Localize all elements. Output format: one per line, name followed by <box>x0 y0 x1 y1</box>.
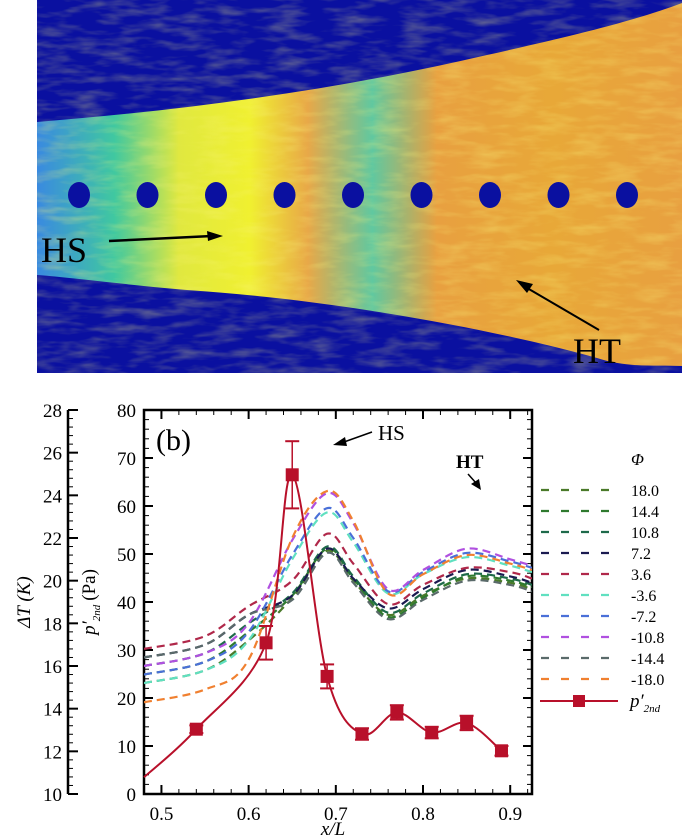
annotation-ht: HT <box>456 452 484 473</box>
legend-label: -18.0 <box>631 672 664 689</box>
pressure-tick-label: 30 <box>117 641 136 662</box>
pressure-point <box>285 468 299 482</box>
legend-label: -10.8 <box>631 630 664 647</box>
annotation-hs-arrowhead-icon <box>333 437 347 446</box>
delta-t-tick-label: 20 <box>43 572 62 593</box>
pressure-tick-label: 70 <box>117 449 136 470</box>
pressure-point <box>189 722 203 736</box>
delta-t-tick-label: 28 <box>43 401 62 422</box>
delta-t-line-14.4 <box>144 547 532 676</box>
legend-label-pressure: p′2nd <box>628 691 661 715</box>
delta-t-tick-label: 24 <box>43 486 63 507</box>
delta-t-tick-label: 10 <box>43 785 62 806</box>
injection-hole <box>205 182 227 208</box>
x-tick-label: 0.9 <box>498 804 522 825</box>
pressure-point <box>320 669 334 683</box>
pressure-tick-label: 60 <box>117 497 136 518</box>
flame-texture <box>37 3 682 366</box>
injection-hole <box>273 182 296 208</box>
x-tick-label: 0.5 <box>150 804 174 825</box>
x-axis: 0.5 0.6 0.7 0.8 0.9 <box>143 410 529 825</box>
delta-t-line--14.4 <box>144 551 532 659</box>
annotation-ht-arrow <box>467 473 477 484</box>
legend-label: -14.4 <box>631 651 664 668</box>
temperature-contour-panel: HS HT <box>37 0 682 373</box>
pressure-axis-label: p′2nd (Pa) <box>79 569 103 637</box>
pressure-tick-label: 20 <box>117 689 136 710</box>
pressure-axis-label-sub: 2nd <box>91 604 103 621</box>
delta-t-line-18.0 <box>144 549 532 685</box>
pressure-tick-label: 0 <box>127 785 137 806</box>
pressure-axis: 0 10 20 30 40 50 60 70 80 <box>117 401 532 806</box>
pressure-temperature-chart: 10 12 14 16 18 20 22 24 26 28 ΔT (K) 0 10 20 30 40 50 6… <box>14 401 664 839</box>
panel-label: (b) <box>156 424 191 457</box>
legend-label: 14.4 <box>631 504 659 521</box>
delta-t-line-10.8 <box>144 545 532 668</box>
pressure-point <box>259 636 273 650</box>
legend-swatch-pressure-marker <box>573 695 585 707</box>
pressure-tick-label: 40 <box>117 593 136 614</box>
delta-t-line--10.8 <box>144 491 532 668</box>
legend-label: 7.2 <box>631 546 651 563</box>
legend-label: -7.2 <box>631 609 656 626</box>
delta-t-tick-label: 26 <box>43 444 62 465</box>
delta-t-line--7.2 <box>144 506 532 676</box>
pressure-point <box>390 705 404 719</box>
pressure-tick-label: 50 <box>117 545 136 566</box>
hs-arrow <box>108 234 213 243</box>
delta-t-tick-label: 12 <box>43 742 62 763</box>
legend-label: 18.0 <box>631 483 659 500</box>
hs-arrowhead-icon <box>207 231 223 241</box>
pressure-tick-label: 10 <box>117 737 136 758</box>
delta-t-line-3.6 <box>144 532 532 651</box>
pressure-point <box>355 727 369 741</box>
injection-hole <box>136 182 159 208</box>
ht-label: HT <box>573 331 621 371</box>
delta-t-tick-label: 14 <box>43 700 63 721</box>
annotation-hs-arrow <box>343 431 373 443</box>
delta-t-tick-label: 16 <box>43 657 62 678</box>
delta-t-tick-label: 18 <box>43 614 62 635</box>
pressure-point <box>494 744 508 758</box>
injection-holes <box>68 182 638 208</box>
delta-t-tick-label: 22 <box>43 529 62 550</box>
legend-label: -3.6 <box>631 588 656 605</box>
injection-hole <box>410 182 433 208</box>
ht-arrow <box>521 284 600 331</box>
pressure-point <box>425 726 439 740</box>
x-tick-label: 0.8 <box>411 804 435 825</box>
delta-t-line--18.0 <box>144 489 532 704</box>
injection-hole <box>547 182 570 208</box>
injection-hole <box>616 182 638 208</box>
legend: 18.0 14.4 10.8 7.2 3.6 -3.6 -7.2 -10.8 -14.4 -18.… <box>540 483 664 715</box>
pressure-series <box>143 440 509 778</box>
delta-t-line-7.2 <box>144 547 532 659</box>
injection-hole <box>479 182 501 208</box>
hs-label: HS <box>41 230 87 270</box>
pressure-axis-label-main: p′ <box>79 620 100 637</box>
pressure-point <box>460 716 474 730</box>
delta-t-axis-label: ΔT (K) <box>14 576 35 628</box>
delta-t-series <box>144 489 532 704</box>
delta-t-axis: 10 12 14 16 18 20 22 24 26 28 <box>43 401 78 806</box>
legend-label: 10.8 <box>631 525 659 542</box>
annotation-hs: HS <box>378 421 405 445</box>
delta-t-line--3.6 <box>144 511 532 685</box>
injection-hole <box>68 182 90 208</box>
injection-hole <box>342 182 364 208</box>
x-axis-label: x/L <box>320 819 345 839</box>
pressure-tick-label: 80 <box>117 401 136 422</box>
legend-label: 3.6 <box>631 567 651 584</box>
x-tick-label: 0.6 <box>237 804 261 825</box>
ht-arrowhead-icon <box>516 280 533 293</box>
legend-title: Φ <box>631 450 644 469</box>
pressure-axis-label-unit: (Pa) <box>79 569 100 601</box>
annotation-ht-arrowhead-icon <box>471 479 481 490</box>
x-tick-label: 0.7 <box>324 804 348 825</box>
